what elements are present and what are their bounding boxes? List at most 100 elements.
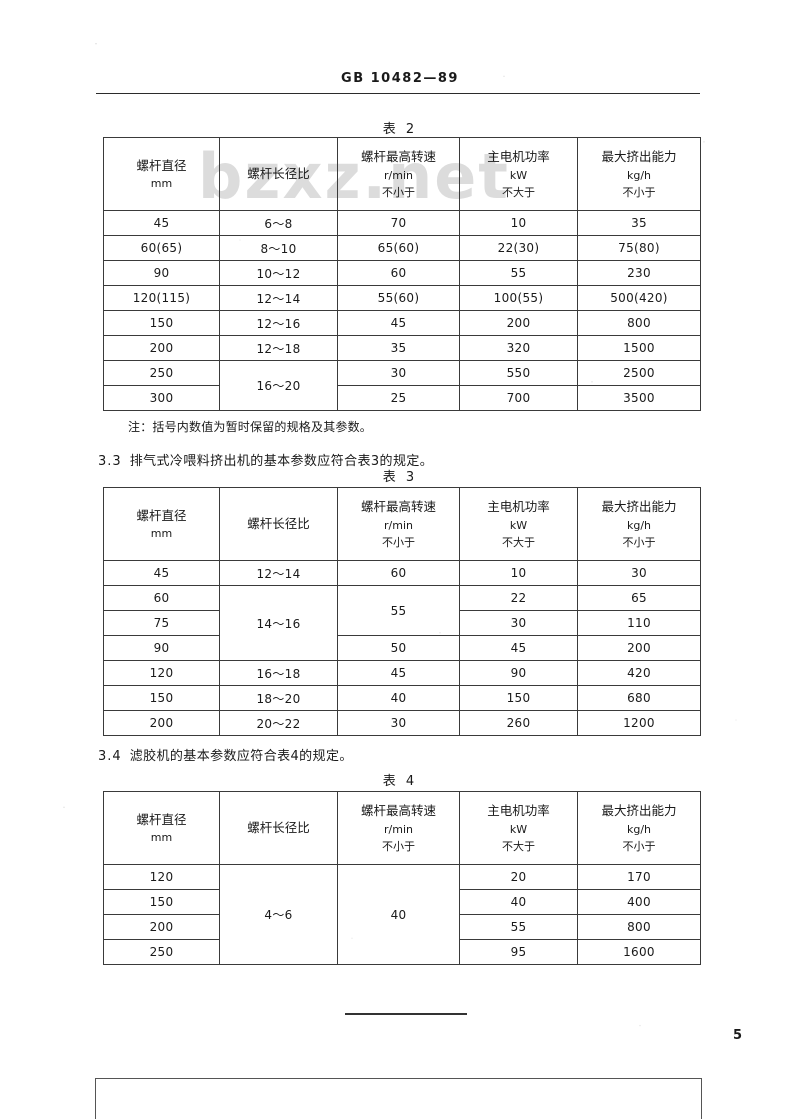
cell-ratio: 12～18 <box>219 335 338 361</box>
table-row: 250 16～20 30 550 2500 <box>103 360 701 411</box>
cell-capacity: 30 <box>577 560 701 586</box>
cell-power: 200 <box>459 310 578 336</box>
table-row: 60 14～16 55 22 65 <box>103 585 701 661</box>
table3-col-speed: 螺杆最高转速 r/min 不小于 <box>337 487 460 561</box>
cell-speed: 50 <box>337 635 460 661</box>
table-row: 45 12～14 60 10 30 <box>103 560 701 586</box>
table2-caption: 表 2 <box>382 122 418 137</box>
cell-power: 30 <box>459 610 578 636</box>
cell-ratio: 12～14 <box>219 285 338 311</box>
cell-speed: 40 <box>337 685 460 711</box>
table-row: 90 50 45 200 <box>103 635 701 661</box>
table-row: 150 12～16 45 200 800 <box>103 310 701 336</box>
table4-col-diameter: 螺杆直径 mm <box>103 791 220 865</box>
table-row: 120(115) 12～14 55(60) 100(55) 500(420) <box>103 285 701 311</box>
bottom-box-outline <box>95 1078 702 1119</box>
cell-diameter: 60 <box>103 585 220 611</box>
section-3-4: 3.4 滤胶机的基本参数应符合表4的规定。 <box>98 745 353 764</box>
cell-diameter: 300 <box>103 385 220 411</box>
cell-diameter: 90 <box>103 635 220 661</box>
cell-ratio: 18～20 <box>219 685 338 711</box>
cell-capacity: 200 <box>577 635 701 661</box>
table4-col-speed: 螺杆最高转速 r/min 不小于 <box>337 791 460 865</box>
cell-capacity: 500(420) <box>577 285 701 311</box>
footer-rule <box>345 1013 467 1015</box>
cell-capacity: 800 <box>577 310 701 336</box>
cell-power: 22 <box>459 585 578 611</box>
cell-diameter: 150 <box>103 889 220 915</box>
table-row: 45 6～8 70 10 35 <box>103 210 701 236</box>
table4-caption: 表 4 <box>382 774 418 789</box>
cell-speed: 30 <box>337 710 460 736</box>
cell-speed: 65(60) <box>337 235 460 261</box>
cell-ratio-merged: 16～20 <box>219 360 338 411</box>
cell-diameter: 120(115) <box>103 285 220 311</box>
cell-ratio: 20～22 <box>219 710 338 736</box>
cell-diameter: 200 <box>103 914 220 940</box>
table-row: 120 16～18 45 90 420 <box>103 660 701 686</box>
cell-ratio: 12～16 <box>219 310 338 336</box>
table3-col-power: 主电机功率 kW 不大于 <box>459 487 578 561</box>
cell-diameter: 250 <box>103 360 220 386</box>
table-row: 60(65) 8～10 65(60) 22(30) 75(80) <box>103 235 701 261</box>
cell-capacity: 170 <box>577 864 701 890</box>
cell-power: 90 <box>459 660 578 686</box>
cell-ratio: 12～14 <box>219 560 338 586</box>
table-row: 90 10～12 60 55 230 <box>103 260 701 286</box>
cell-speed: 45 <box>337 660 460 686</box>
cell-speed: 45 <box>337 310 460 336</box>
cell-capacity: 110 <box>577 610 701 636</box>
cell-diameter: 75 <box>103 610 220 636</box>
cell-diameter: 120 <box>103 660 220 686</box>
cell-capacity: 65 <box>577 585 701 611</box>
cell-capacity: 1600 <box>577 939 701 965</box>
cell-diameter: 45 <box>103 560 220 586</box>
cell-power: 700 <box>459 385 578 411</box>
cell-capacity: 400 <box>577 889 701 915</box>
table2-col-power: 主电机功率 kW 不大于 <box>459 137 578 211</box>
cell-speed: 30 <box>337 360 460 386</box>
cell-speed: 70 <box>337 210 460 236</box>
cell-diameter: 60(65) <box>103 235 220 261</box>
table4-header-row: 螺杆直径 mm 螺杆长径比 螺杆最高转速 r/min 不小于 主电机功率 kW … <box>103 791 701 865</box>
table-row: 120 4～6 40 20 170 <box>103 864 701 965</box>
cell-diameter: 150 <box>103 685 220 711</box>
cell-ratio: 16～18 <box>219 660 338 686</box>
table3-header-row: 螺杆直径 mm 螺杆长径比 螺杆最高转速 r/min 不小于 主电机功率 kW … <box>103 487 701 561</box>
table3-caption: 表 3 <box>382 470 418 485</box>
cell-power: 40 <box>459 889 578 915</box>
table2-col-diameter: 螺杆直径 mm <box>103 137 220 211</box>
standard-number: GB 10482—89 <box>341 71 459 86</box>
cell-ratio: 8～10 <box>219 235 338 261</box>
table3-col-diameter: 螺杆直径 mm <box>103 487 220 561</box>
cell-power: 55 <box>459 914 578 940</box>
cell-capacity: 800 <box>577 914 701 940</box>
table4-col-capacity: 最大挤出能力 kg/h 不小于 <box>577 791 701 865</box>
cell-speed: 60 <box>337 560 460 586</box>
cell-capacity: 75(80) <box>577 235 701 261</box>
cell-power: 20 <box>459 864 578 890</box>
table2-col-capacity: 最大挤出能力 kg/h 不小于 <box>577 137 701 211</box>
table3: 螺杆直径 mm 螺杆长径比 螺杆最高转速 r/min 不小于 主电机功率 kW … <box>103 487 701 736</box>
cell-capacity: 680 <box>577 685 701 711</box>
cell-speed-merged: 55 <box>337 585 460 636</box>
cell-speed-merged: 40 <box>337 864 460 965</box>
table2-note: 注：括号内数值为暂时保留的规格及其参数。 <box>128 420 373 434</box>
cell-power: 22(30) <box>459 235 578 261</box>
cell-capacity: 35 <box>577 210 701 236</box>
table2-col-ratio: 螺杆长径比 <box>219 137 338 211</box>
cell-diameter: 250 <box>103 939 220 965</box>
cell-ratio: 10～12 <box>219 260 338 286</box>
cell-capacity: 1500 <box>577 335 701 361</box>
cell-diameter: 200 <box>103 335 220 361</box>
table2: 螺杆直径 mm 螺杆长径比 螺杆最高转速 r/min 不小于 主电机功率 kW … <box>103 137 701 411</box>
table2-col-speed: 螺杆最高转速 r/min 不小于 <box>337 137 460 211</box>
table-row: 150 18～20 40 150 680 <box>103 685 701 711</box>
cell-power: 10 <box>459 560 578 586</box>
cell-speed: 35 <box>337 335 460 361</box>
table2-header-row: 螺杆直径 mm 螺杆长径比 螺杆最高转速 r/min 不小于 主电机功率 kW … <box>103 137 701 211</box>
table4-col-power: 主电机功率 kW 不大于 <box>459 791 578 865</box>
table-row: 200 12～18 35 320 1500 <box>103 335 701 361</box>
cell-ratio-merged: 14～16 <box>219 585 338 661</box>
table4: 螺杆直径 mm 螺杆长径比 螺杆最高转速 r/min 不小于 主电机功率 kW … <box>103 791 701 965</box>
